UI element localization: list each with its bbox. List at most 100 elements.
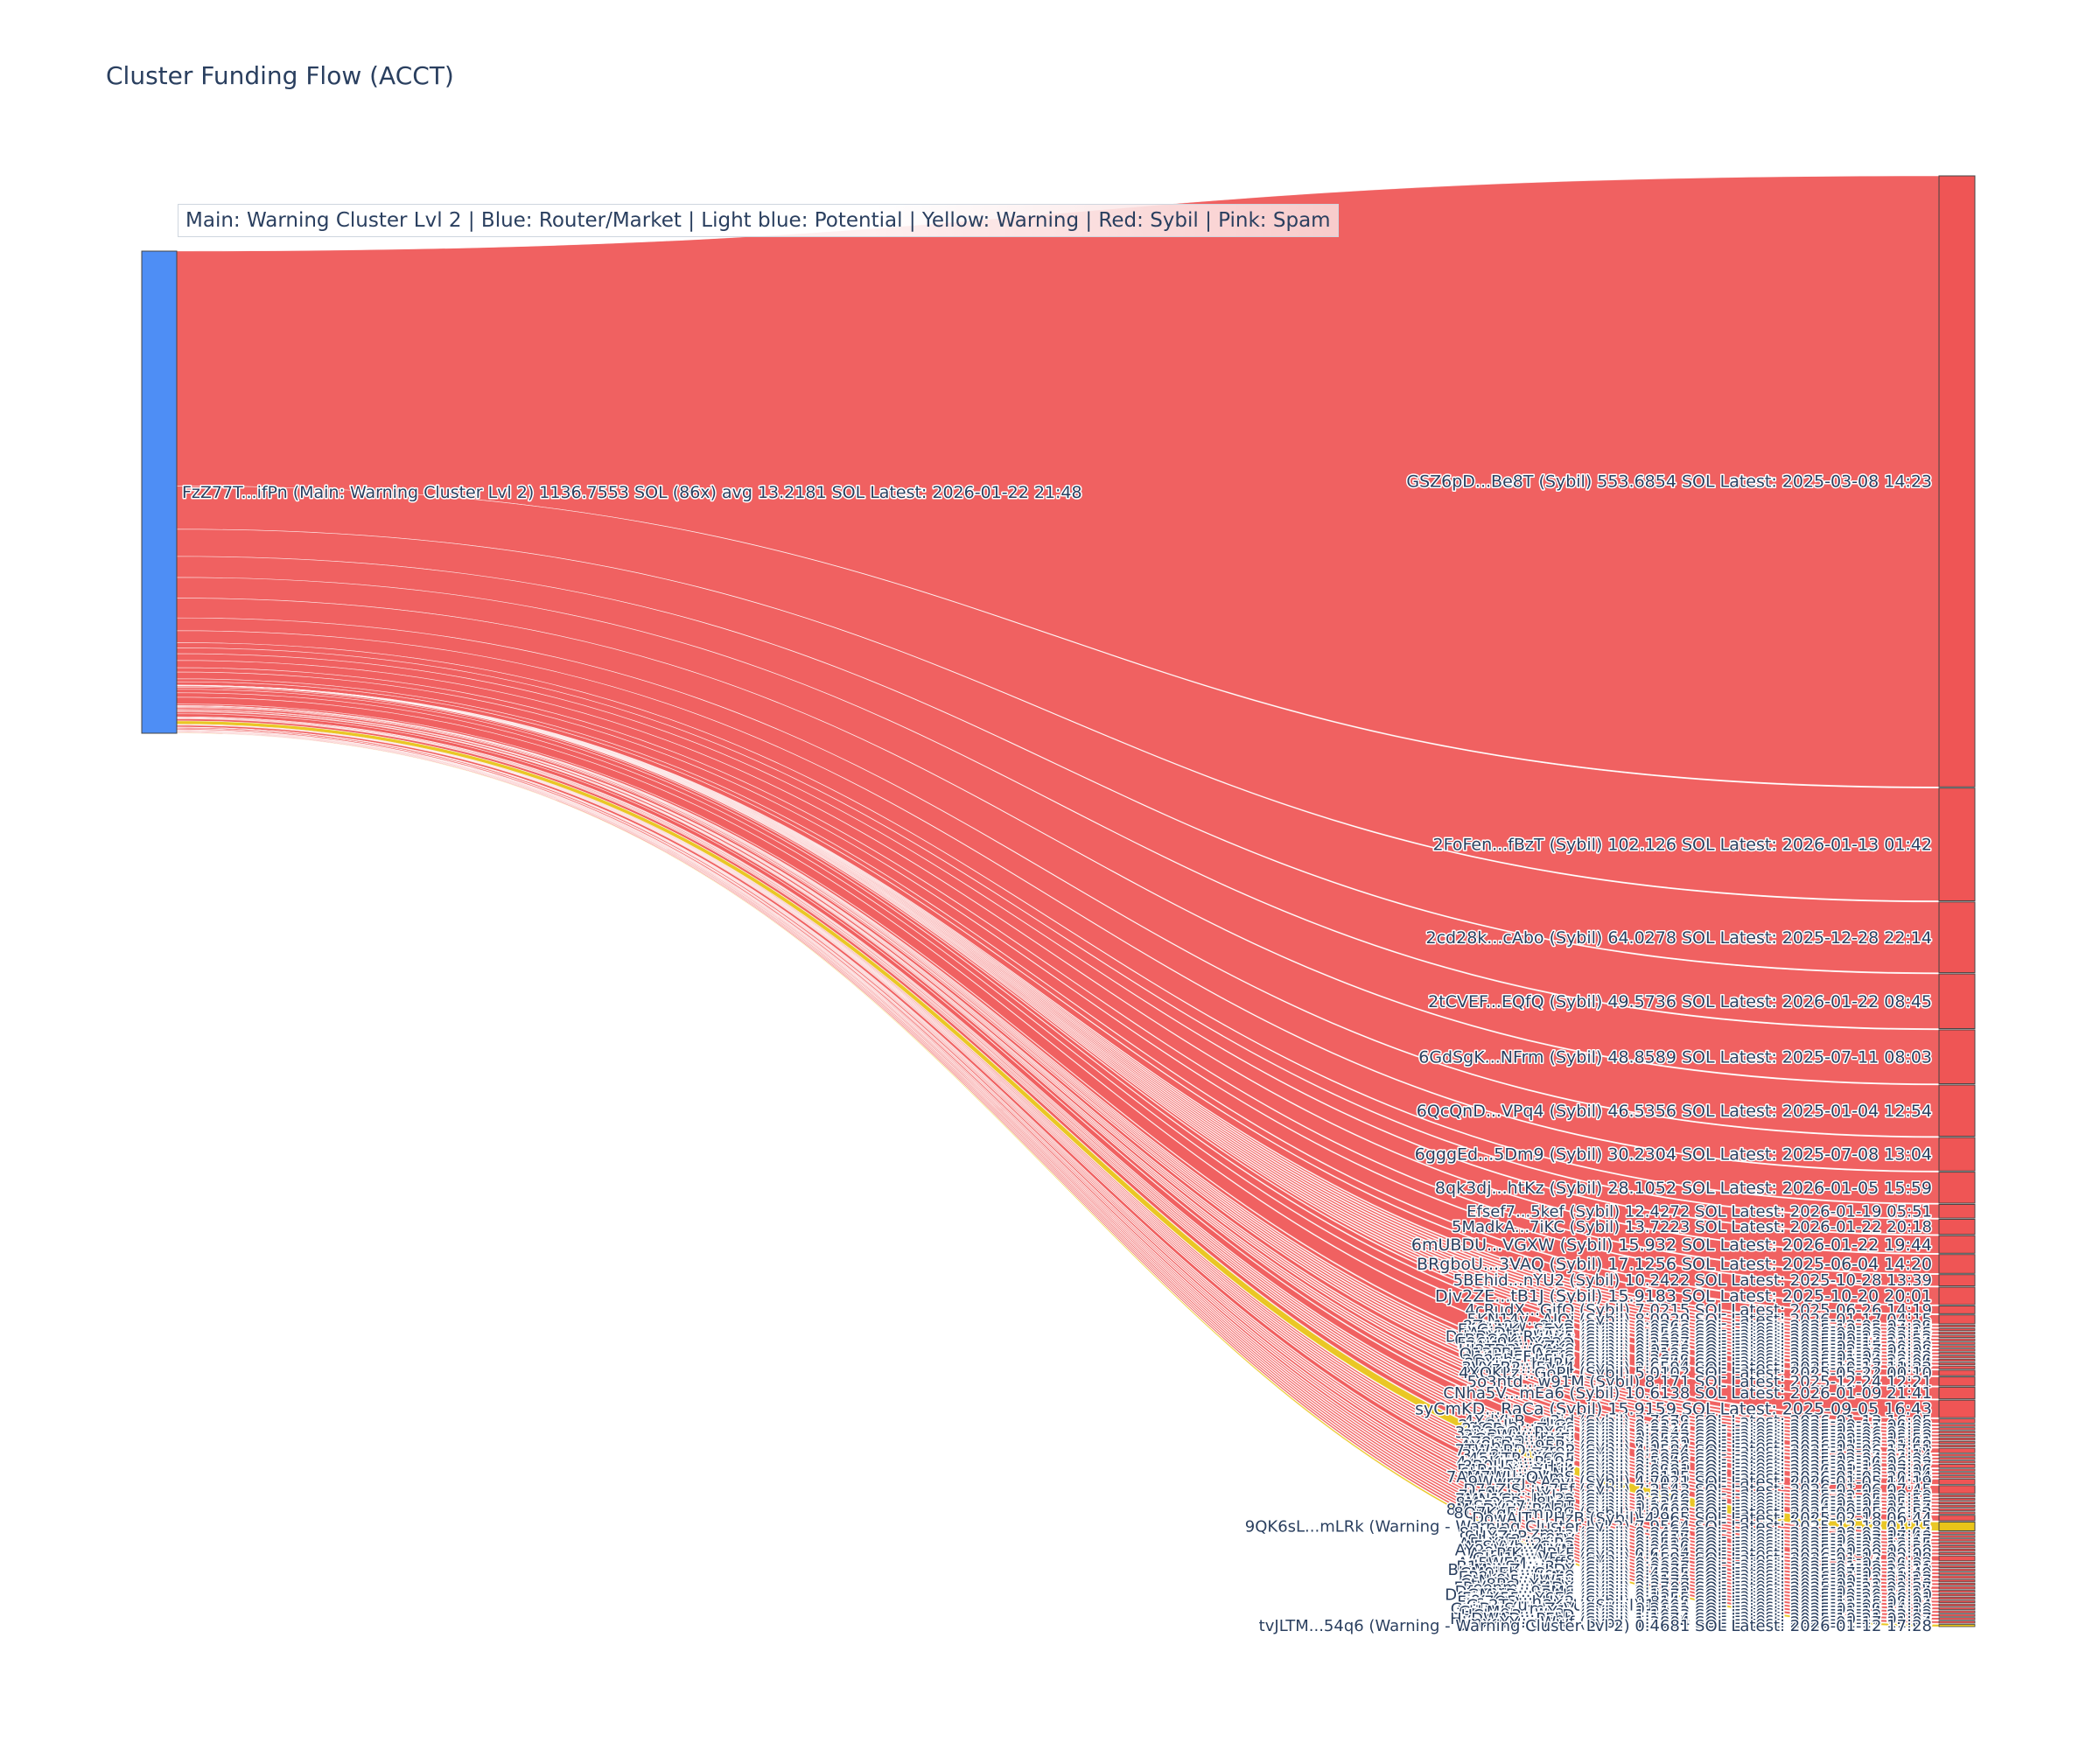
- target-node[interactable]: [1938, 1457, 1976, 1460]
- target-node-label: Dfqmrw...97M6 (Sybil) 0.5508 SOL Latest:…: [1455, 1583, 1932, 1601]
- target-node[interactable]: [1938, 1358, 1976, 1362]
- target-node[interactable]: [1938, 1531, 1976, 1535]
- target-node[interactable]: [1938, 1545, 1976, 1549]
- target-node-label: 8B0UFr...qHnu (Sybil) 3.1336 SOL Latest:…: [1462, 1457, 1932, 1475]
- target-node-label: CM9iEb...Cqpe (Sybil) 0.4905 SOL Latest:…: [1460, 1564, 1932, 1583]
- target-node[interactable]: [1938, 1508, 1976, 1511]
- target-node-label: 4XQKLz...GoPL (Sybil) 5.0102 SOL Latest:…: [1459, 1364, 1932, 1382]
- source-node[interactable]: [141, 250, 178, 734]
- target-node[interactable]: [1938, 1479, 1976, 1485]
- target-node[interactable]: [1938, 973, 1976, 1030]
- target-node[interactable]: [1938, 1427, 1976, 1431]
- target-node[interactable]: [1938, 1614, 1976, 1617]
- target-node[interactable]: [1938, 1548, 1976, 1552]
- target-node[interactable]: [1938, 1286, 1976, 1306]
- target-node[interactable]: [1938, 1219, 1976, 1236]
- target-node[interactable]: [1938, 1327, 1976, 1332]
- target-node[interactable]: [1938, 1542, 1976, 1545]
- target-node[interactable]: [1938, 1497, 1976, 1502]
- target-node-label: 2pCPvu...ZcKs (Sybil) 0.0116 SOL Latest:…: [1461, 1420, 1932, 1438]
- target-node[interactable]: [1938, 1521, 1976, 1531]
- target-node[interactable]: [1938, 1561, 1976, 1565]
- target-node[interactable]: [1938, 1572, 1976, 1575]
- target-node[interactable]: [1938, 1444, 1976, 1448]
- target-node[interactable]: [1938, 1348, 1976, 1352]
- target-node[interactable]: [1938, 1172, 1976, 1204]
- target-node[interactable]: [1938, 1610, 1976, 1614]
- target-node[interactable]: [1938, 1468, 1976, 1472]
- target-node[interactable]: [1938, 1485, 1976, 1494]
- target-node[interactable]: [1938, 901, 1976, 974]
- target-node[interactable]: [1938, 1447, 1976, 1453]
- target-node[interactable]: [1938, 1620, 1976, 1624]
- target-node[interactable]: [1938, 1600, 1976, 1604]
- target-node[interactable]: [1938, 1578, 1976, 1583]
- target-node[interactable]: [1938, 1203, 1976, 1219]
- target-node[interactable]: [1938, 1274, 1976, 1287]
- target-node[interactable]: [1938, 1338, 1976, 1341]
- chart-title: Cluster Funding Flow (ACCT): [106, 61, 454, 90]
- target-node[interactable]: [1938, 1431, 1976, 1434]
- target-node[interactable]: [1938, 1440, 1976, 1445]
- target-node[interactable]: [1938, 1341, 1976, 1345]
- target-node[interactable]: [1938, 1369, 1976, 1376]
- target-node[interactable]: [1938, 1460, 1976, 1464]
- target-node-label: 8Q7KqF...mp8C (Sybil) 1.0488 SOL Latest:…: [1453, 1504, 1932, 1522]
- target-node[interactable]: [1938, 1331, 1976, 1335]
- target-node-label: FReenm...c4DX (Sybil) 2.3708 SOL Latest:…: [1453, 1579, 1932, 1598]
- target-node[interactable]: [1938, 1314, 1976, 1325]
- target-node[interactable]: [1938, 1418, 1976, 1424]
- target-node[interactable]: [1938, 1437, 1976, 1441]
- target-node[interactable]: [1938, 1324, 1976, 1328]
- target-node[interactable]: [1938, 1355, 1976, 1359]
- target-node[interactable]: [1938, 1593, 1976, 1597]
- target-node-label: Ctv8Pc...Ym1d (Sybil) 0.3777 SOL Latest:…: [1460, 1575, 1932, 1593]
- target-node[interactable]: [1938, 1084, 1976, 1138]
- target-node[interactable]: [1938, 1586, 1976, 1590]
- target-node[interactable]: [1938, 1590, 1976, 1593]
- target-node[interactable]: [1938, 1494, 1976, 1498]
- target-node[interactable]: [1938, 1538, 1976, 1542]
- target-node[interactable]: [1938, 1551, 1976, 1556]
- target-node[interactable]: [1938, 1137, 1976, 1172]
- target-node-label: JmxcYY...oWwf (Sybil) 1.3804 SOL Latest:…: [1461, 1614, 1932, 1632]
- target-node[interactable]: [1938, 1399, 1976, 1418]
- target-node[interactable]: [1938, 1453, 1976, 1457]
- target-node[interactable]: [1938, 1352, 1976, 1355]
- target-node[interactable]: [1938, 1535, 1976, 1538]
- target-node[interactable]: [1938, 1475, 1976, 1479]
- target-node[interactable]: [1938, 788, 1976, 901]
- target-node[interactable]: [1938, 1582, 1976, 1586]
- target-node[interactable]: [1938, 1472, 1976, 1475]
- target-node[interactable]: [1938, 1501, 1976, 1505]
- target-node[interactable]: [1938, 1365, 1976, 1369]
- target-node[interactable]: [1938, 1424, 1976, 1427]
- target-node-label: B1mwSi...u3qa (Sybil) 0.0097 SOL Latest:…: [1456, 1558, 1932, 1576]
- target-node[interactable]: [1938, 1376, 1976, 1387]
- target-node[interactable]: [1938, 1603, 1976, 1606]
- target-node[interactable]: [1938, 1617, 1976, 1620]
- target-node[interactable]: [1938, 1386, 1976, 1400]
- target-node[interactable]: [1938, 1029, 1976, 1085]
- target-node[interactable]: [1938, 1345, 1976, 1348]
- target-node[interactable]: [1938, 1464, 1976, 1468]
- target-node[interactable]: [1938, 1596, 1976, 1600]
- target-node[interactable]: [1938, 1305, 1976, 1314]
- target-node[interactable]: [1938, 1511, 1976, 1515]
- target-node[interactable]: [1938, 1504, 1976, 1508]
- target-node[interactable]: [1938, 1434, 1976, 1438]
- target-node-label: 2C85bF...kFUS (Sybil) 0.2629 SOL Latest:…: [1462, 1352, 1932, 1370]
- target-node[interactable]: [1938, 1606, 1976, 1610]
- target-node[interactable]: [1938, 1334, 1976, 1338]
- target-node[interactable]: [1938, 1575, 1976, 1579]
- target-node[interactable]: [1938, 175, 1976, 788]
- target-node[interactable]: [1938, 1568, 1976, 1572]
- target-node[interactable]: [1938, 1235, 1976, 1254]
- target-node[interactable]: [1938, 1555, 1976, 1562]
- target-node-label: 5KN14v...AJQi (Sybil) 8.0929 SOL Latest:…: [1467, 1311, 1933, 1329]
- target-node[interactable]: [1938, 1254, 1976, 1274]
- target-node[interactable]: [1938, 1564, 1976, 1568]
- target-node[interactable]: [1938, 1362, 1976, 1366]
- target-node[interactable]: [1938, 1624, 1976, 1628]
- target-node[interactable]: [1938, 1515, 1976, 1522]
